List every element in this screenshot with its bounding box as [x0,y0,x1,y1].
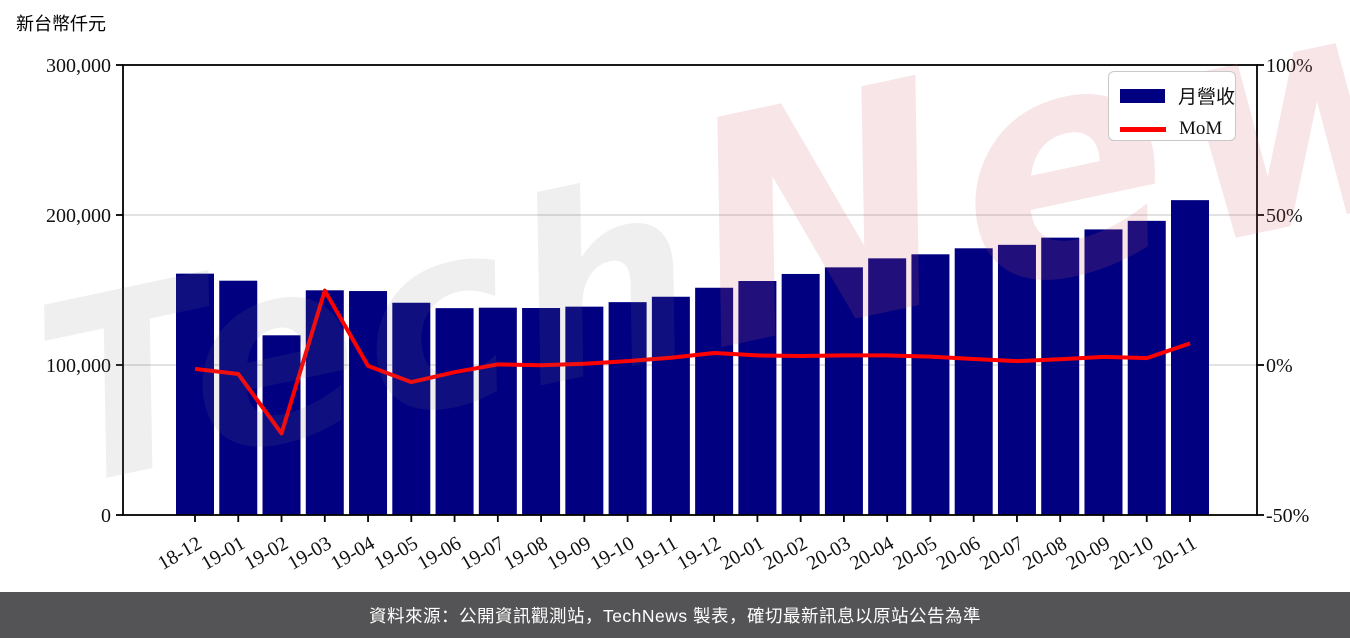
x-tick-label: 20-02 [760,532,811,574]
left-tick-label: 300,000 [46,55,111,77]
revenue-bar-19-09 [565,306,604,515]
legend-row-mom: MoM [1120,118,1235,140]
x-tick-label: 19-03 [284,532,335,574]
x-tick-label: 19-02 [241,532,292,574]
left-tick-label: 200,000 [46,205,111,227]
legend-revenue-label: 月營收 [1178,87,1236,108]
x-tick-label: 20-08 [1019,532,1070,574]
y-axis-unit-label: 新台幣仟元 [16,14,106,34]
source-footer: 資料來源：公開資訊觀測站，TechNews 製表，確切最新訊息以原站公告為準 [0,592,1350,638]
left-tick-label: 100,000 [46,355,111,377]
legend-row-revenue: 月營收 [1120,82,1235,109]
revenue-bar-20-04 [868,258,907,515]
x-tick-label: 19-07 [457,532,508,574]
revenue-bar-19-08 [522,308,561,515]
revenue-bar-20-02 [781,273,820,515]
x-tick-label: 20-05 [890,532,941,574]
revenue-bar-19-02 [262,335,301,515]
right-tick-label: 50% [1266,205,1303,227]
mom-line [194,288,1191,436]
x-tick-label: 20-03 [803,532,854,574]
revenue-bar-20-01 [738,281,777,515]
x-tick-label: 19-06 [414,532,465,574]
x-tick-label: 20-06 [933,532,984,574]
revenue-bar-19-05 [392,302,431,515]
x-tick-label: 19-09 [543,532,594,574]
revenue-bar-20-03 [824,267,863,515]
x-tick-label: 19-08 [500,532,551,574]
revenue-bar-swatch [1120,88,1165,103]
left-tick-label: 0 [101,505,111,527]
revenue-bar-19-03 [305,290,344,515]
x-tick-label: 19-10 [587,532,638,574]
revenue-bar-18-12 [176,273,214,515]
x-tick-label: 19-11 [631,532,682,574]
right-tick-label: 0% [1266,355,1293,377]
chart-canvas: 0 100,000 200,000 300,000 -50% 0% 50% 100% 18-12… [46,55,1313,575]
x-tick-label: 20-10 [1106,532,1157,574]
x-tick-label: 19-05 [370,532,421,574]
revenue-bar-19-01 [219,280,258,515]
revenue-bar-19-04 [349,291,388,515]
x-tick-label: 20-04 [846,532,897,574]
right-tick-label: -50% [1266,505,1309,527]
revenue-bar-19-06 [435,308,474,515]
revenue-bar-20-07 [997,244,1036,515]
legend-mom-label: MoM [1179,118,1223,139]
revenue-bar-19-11 [651,296,690,515]
plot-frame [122,64,1258,516]
x-tick-label: 18-12 [154,532,205,574]
revenue-bar-19-07 [478,307,517,515]
right-tick-label: 100% [1266,55,1313,77]
revenue-bar-20-09 [1084,229,1123,515]
x-tick-label: 19-04 [327,532,378,574]
x-tick-label: 20-07 [976,532,1027,574]
revenue-bar-20-05 [911,254,950,516]
revenue-bar-20-06 [954,248,993,516]
revenue-bar-20-10 [1127,220,1166,515]
x-tick-label: 19-01 [197,532,248,574]
x-tick-label: 20-01 [716,532,767,574]
legend: 月營收 MoM [1108,71,1236,141]
mom-line-swatch [1120,126,1166,132]
x-tick-label: 20-09 [1063,532,1114,574]
revenue-bar-20-08 [1041,237,1080,515]
revenue-bar-20-11 [1171,200,1209,515]
revenue-bar-19-12 [695,287,734,515]
revenue-bar-19-10 [608,302,647,515]
x-tick-label: 20-11 [1150,532,1201,574]
x-tick-label: 19-12 [673,532,724,574]
